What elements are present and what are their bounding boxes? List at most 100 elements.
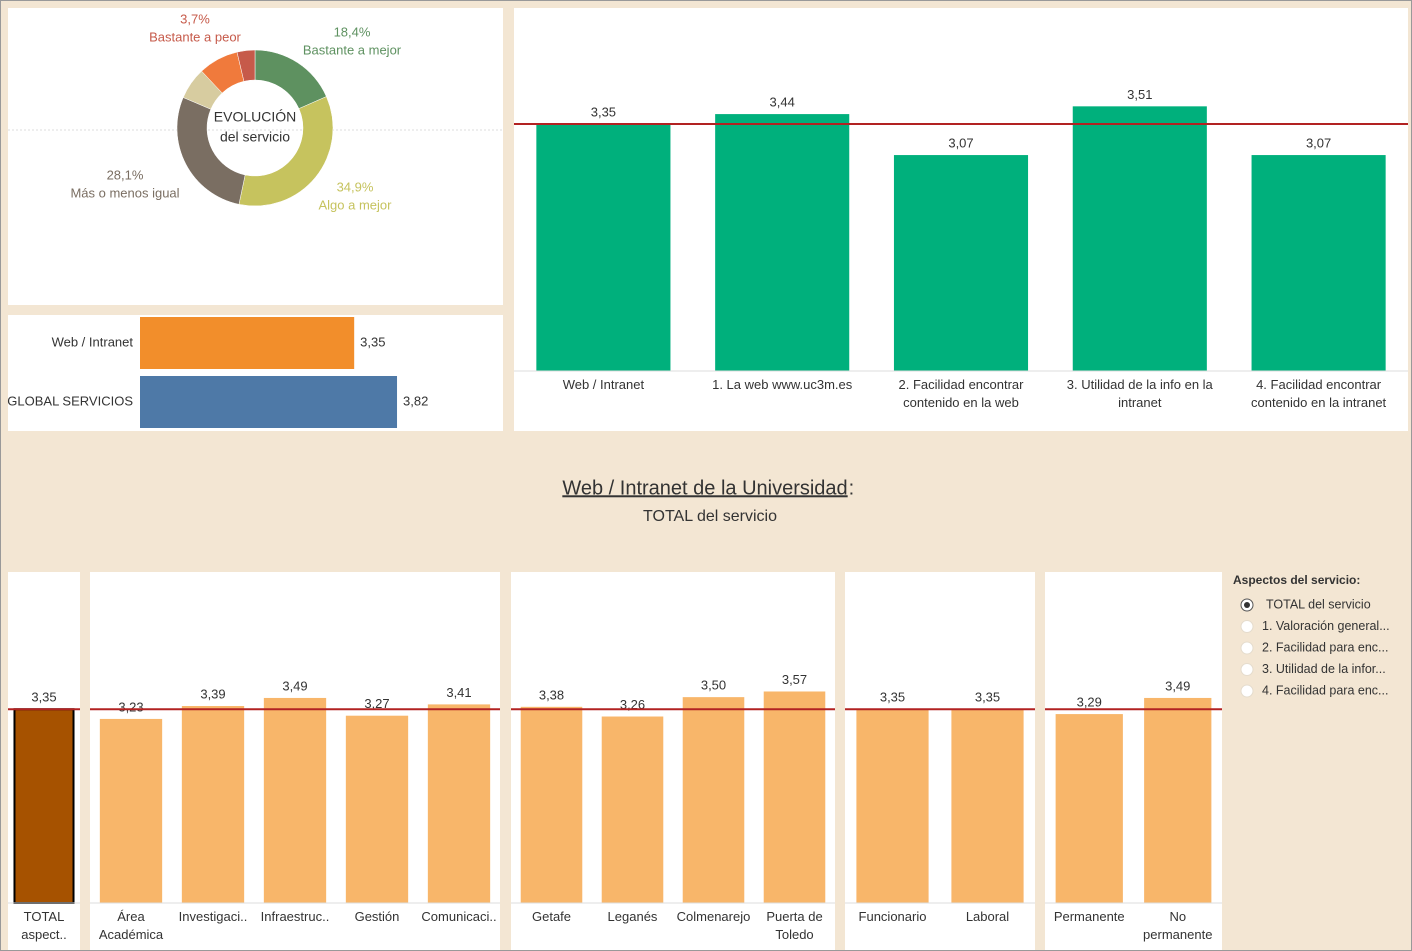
data-label: 3,50 (701, 678, 726, 693)
x-tick-label: Getafe (531, 909, 572, 924)
radio-dot (1244, 602, 1250, 608)
data-label: 3,27 (364, 696, 389, 711)
x-tick-label-box: Leganés (607, 909, 658, 924)
x-tick-label-box: 1. La web www.uc3m.es (712, 377, 853, 392)
data-label: 3,39 (200, 686, 225, 701)
bar (601, 716, 664, 903)
data-label: 3,35 (880, 690, 905, 705)
x-tick-label-box: Colmenarejo (676, 909, 751, 924)
bar (1144, 697, 1212, 903)
data-label: 3,44 (770, 95, 795, 110)
donut-center-label: del servicio (220, 129, 290, 145)
x-tick-label: No permanente (1143, 909, 1213, 942)
filter-option[interactable]: 2. Facilidad para enc... (1262, 640, 1388, 654)
x-tick-label-box: Área Académica (98, 909, 164, 942)
data-label: 3,38 (539, 687, 564, 702)
x-tick-label: 4. Facilidad encontrar contenido en la i… (1251, 377, 1387, 410)
bar (763, 691, 826, 903)
radio-button[interactable] (1240, 620, 1254, 633)
x-tick-label: Gestión (354, 909, 400, 924)
x-tick-label: Permanente (1053, 909, 1125, 924)
bar (856, 709, 929, 903)
data-label: 3,41 (446, 685, 471, 700)
x-tick-label-box: Puerta de Toledo (766, 909, 823, 942)
data-label: 3,49 (1165, 678, 1190, 693)
dashboard-title: Web / Intranet de la Universidad (562, 477, 847, 499)
x-tick-label: Infraestruc.. (260, 909, 330, 924)
data-label: 34,9% (337, 179, 374, 194)
x-tick-label-box: Getafe (531, 909, 572, 924)
data-label: 3,57 (782, 672, 807, 687)
radio-button[interactable] (1240, 641, 1254, 655)
filter-option[interactable]: 3. Utilidad de la infor... (1262, 662, 1386, 676)
bar (263, 697, 327, 903)
x-tick-label-box: Permanente (1053, 909, 1125, 924)
bar (181, 706, 245, 903)
bar (13, 708, 75, 904)
radio-button[interactable] (1240, 663, 1254, 676)
x-tick-label-box: 3. Utilidad de la info en la intranet (1066, 377, 1213, 410)
x-tick-label-box: 4. Facilidad encontrar contenido en la i… (1251, 377, 1387, 410)
bar (99, 718, 163, 903)
x-tick-label: Colmenarejo (676, 909, 751, 924)
bar (520, 706, 583, 903)
donut-center-label: EVOLUCIÓN (214, 109, 296, 125)
filter-option[interactable]: TOTAL del servicio (1266, 597, 1371, 611)
x-tick-label: 2. Facilidad encontrar contenido en la w… (898, 377, 1024, 410)
data-label: 3,82 (403, 393, 428, 408)
filter-option[interactable]: 4. Facilidad para enc... (1262, 683, 1388, 697)
slice-label: Bastante a peor (149, 29, 241, 44)
bar (1055, 714, 1123, 903)
x-tick-label-box: TOTAL aspect.. (21, 909, 67, 942)
bar (682, 697, 745, 903)
slice-label: Algo a mejor (319, 197, 393, 212)
bar (1251, 155, 1386, 371)
data-label: 3,51 (1127, 87, 1152, 102)
radio-button[interactable] (1240, 684, 1254, 698)
x-tick-label: Web / Intranet (562, 377, 645, 392)
donut-slice (238, 96, 334, 207)
data-label: 3,29 (1077, 695, 1102, 710)
bar (951, 709, 1024, 903)
x-tick-label: Comunicaci.. (421, 909, 497, 924)
bar (1072, 106, 1207, 372)
data-label: 3,07 (948, 136, 973, 151)
slice-label: Más o menos igual (70, 185, 179, 200)
x-tick-label: 1. La web www.uc3m.es (712, 377, 853, 392)
filter-option[interactable]: 1. Valoración general... (1262, 619, 1390, 633)
data-label: 3,35 (31, 690, 56, 705)
x-tick-label: Laboral (965, 909, 1010, 924)
x-tick-label-box: Investigaci.. (178, 909, 248, 924)
x-tick-label: 3. Utilidad de la info en la intranet (1066, 377, 1213, 410)
y-tick-label: GLOBAL SERVICIOS (7, 393, 133, 408)
x-tick-label: Leganés (607, 909, 658, 924)
data-label: 3,7% (180, 11, 210, 26)
x-tick-label-box: Funcionario (858, 909, 927, 924)
x-tick-label: Puerta de Toledo (766, 909, 823, 942)
data-label: 28,1% (107, 167, 144, 182)
bar (893, 155, 1029, 371)
donut-slice (236, 49, 256, 82)
data-label: 3,23 (118, 699, 143, 714)
data-label: 18,4% (334, 24, 371, 39)
slice-label: Bastante a mejor (303, 42, 402, 57)
data-label: 3,07 (1306, 136, 1331, 151)
x-tick-label: Investigaci.. (178, 909, 248, 924)
x-tick-label-box: Infraestruc.. (260, 909, 330, 924)
data-label: 3,26 (620, 697, 645, 712)
x-tick-label: Funcionario (858, 909, 927, 924)
bar (140, 317, 355, 369)
x-tick-label: Área Académica (98, 909, 164, 942)
x-tick-label: TOTAL aspect.. (21, 909, 67, 942)
data-label: 3,49 (282, 678, 307, 693)
title-suffix: : (849, 477, 855, 499)
bar (140, 376, 398, 428)
x-tick-label-box: 2. Facilidad encontrar contenido en la w… (898, 377, 1024, 410)
x-tick-label-box: Laboral (965, 909, 1010, 924)
y-tick-label: Web / Intranet (52, 334, 134, 349)
bar (715, 114, 850, 371)
x-tick-label-box: Web / Intranet (562, 377, 645, 392)
x-tick-label-box: Comunicaci.. (421, 909, 497, 924)
bar (427, 704, 491, 903)
